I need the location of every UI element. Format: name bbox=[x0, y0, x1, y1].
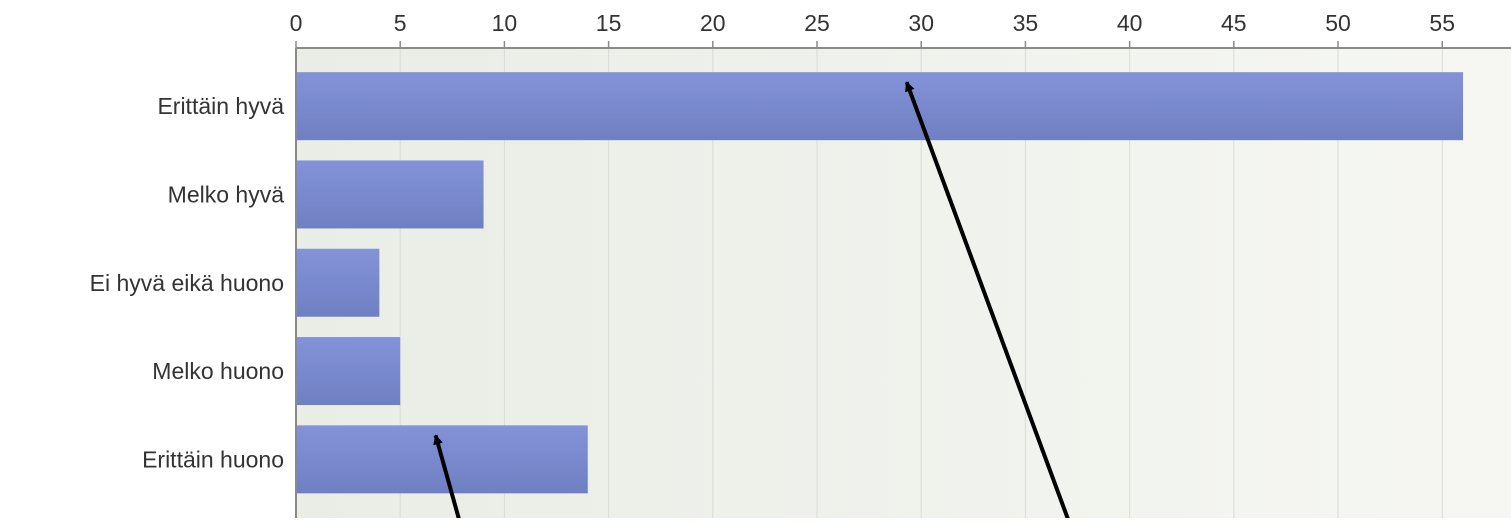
axes bbox=[295, 41, 1511, 518]
category-label-0: Erittäin hyvä bbox=[157, 93, 284, 119]
category-label-2: Ei hyvä eikä huono bbox=[90, 270, 284, 296]
annotations bbox=[433, 81, 1072, 523]
bar-0 bbox=[296, 72, 1464, 141]
x-tick-label-35: 35 bbox=[1013, 10, 1039, 36]
x-tick-label-15: 15 bbox=[596, 10, 622, 36]
category-label-4: Erittäin huono bbox=[142, 446, 284, 472]
category-label-3: Melko huono bbox=[152, 358, 284, 384]
x-tick-label-40: 40 bbox=[1117, 10, 1143, 36]
x-tick-label-20: 20 bbox=[700, 10, 726, 36]
x-tick-label-10: 10 bbox=[492, 10, 518, 36]
annotation-arrow-0 bbox=[904, 81, 1072, 523]
x-tick-label-5: 5 bbox=[394, 10, 407, 36]
x-tick-label-0: 0 bbox=[290, 10, 303, 36]
bars bbox=[296, 72, 1464, 494]
annotation-arrow-1 bbox=[433, 434, 463, 523]
x-tick-label-50: 50 bbox=[1325, 10, 1351, 36]
x-tick-labels: 0 5 10 15 20 25 30 35 40 45 50 55 bbox=[290, 10, 1455, 36]
x-tick-label-45: 45 bbox=[1221, 10, 1247, 36]
x-tick-label-30: 30 bbox=[908, 10, 934, 36]
category-label-1: Melko hyvä bbox=[168, 181, 285, 207]
x-tick-label-55: 55 bbox=[1429, 10, 1455, 36]
bar-2 bbox=[296, 248, 380, 317]
bar-1 bbox=[296, 160, 484, 229]
x-tick-label-25: 25 bbox=[804, 10, 830, 36]
bar-3 bbox=[296, 337, 401, 406]
category-labels: Erittäin hyvä Melko hyvä Ei hyvä eikä huon… bbox=[90, 93, 285, 472]
